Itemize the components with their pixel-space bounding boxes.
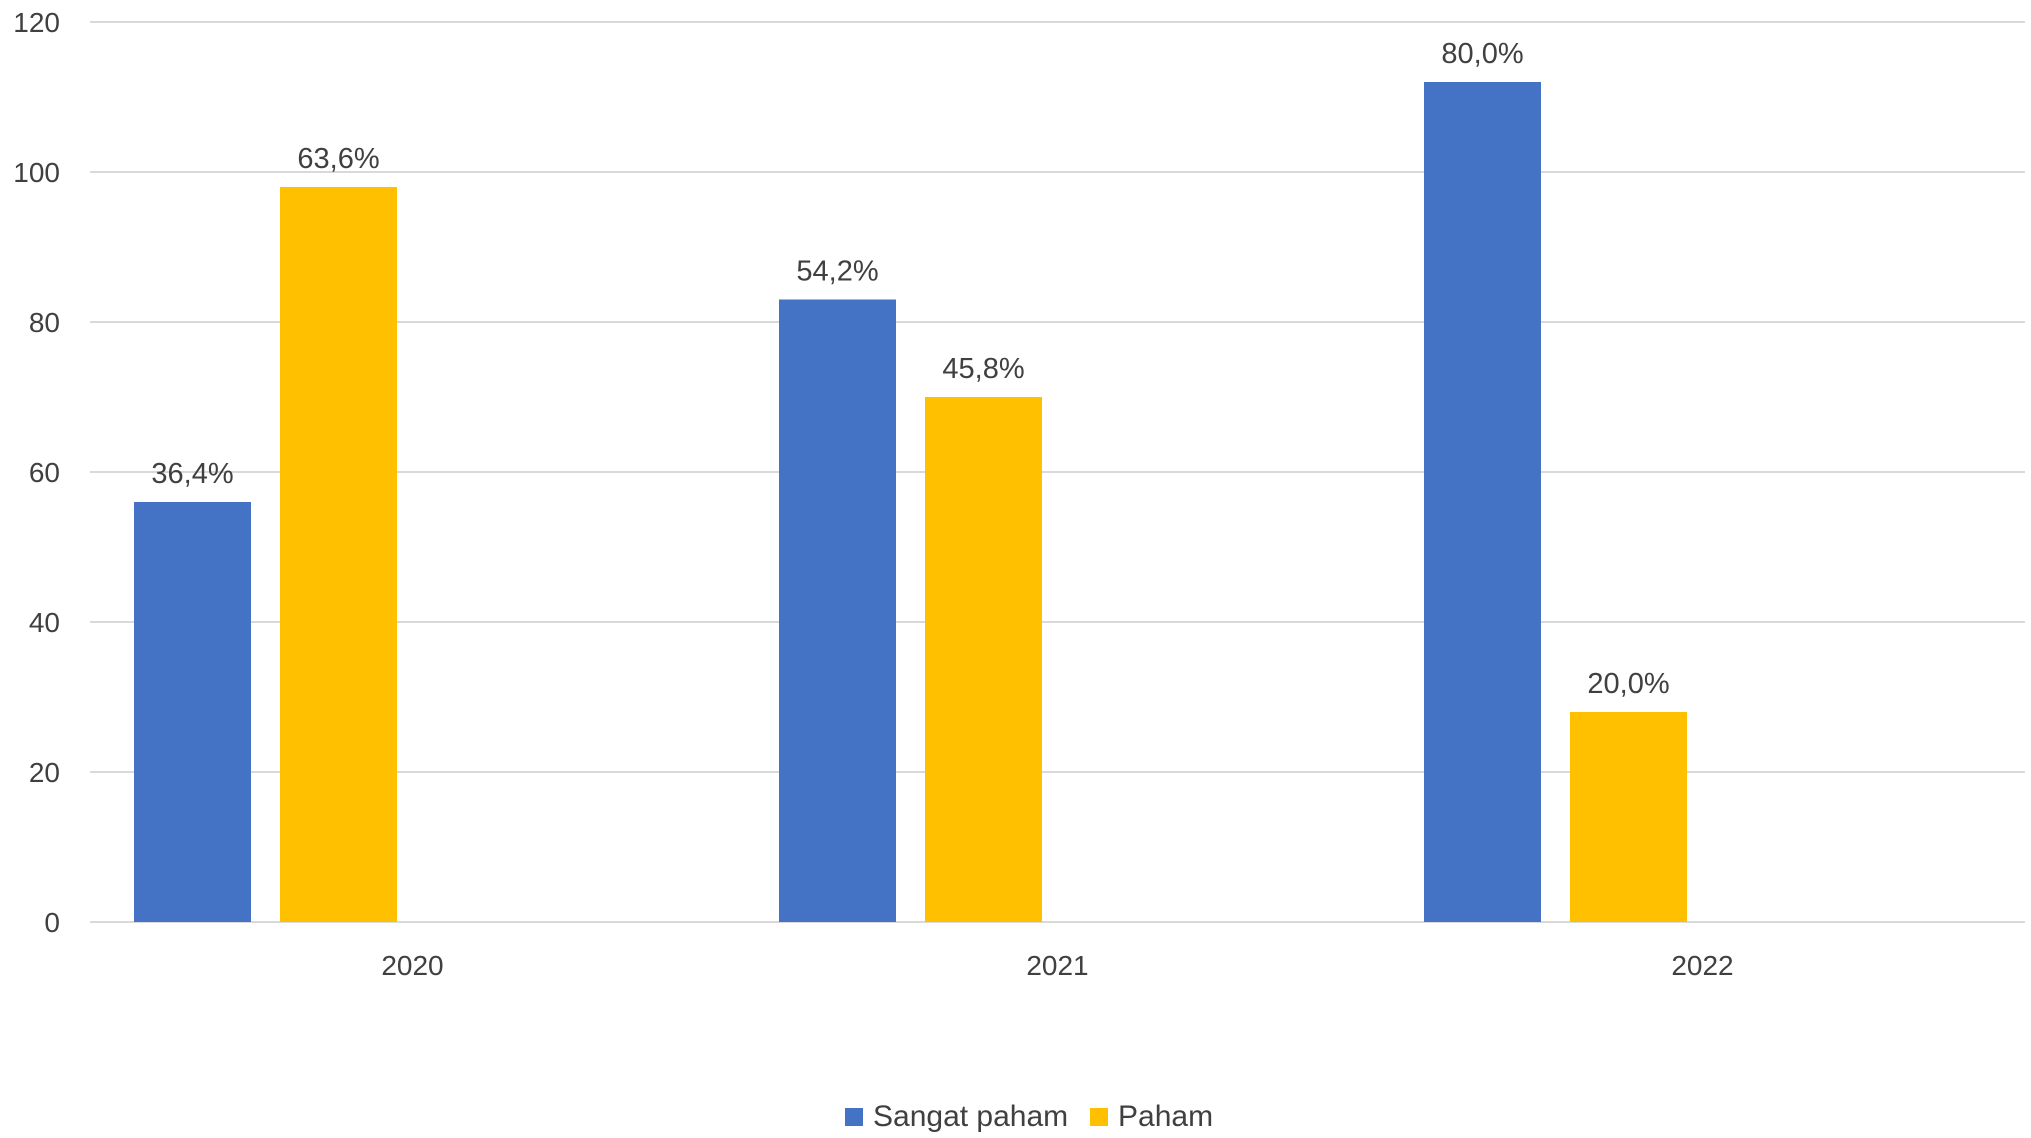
y-tick-label: 40: [29, 607, 60, 638]
y-axis-tick-labels: 0 20 40 60 80 100 120: [13, 7, 60, 938]
x-tick-label: 2020: [381, 950, 443, 981]
legend-label: Paham: [1118, 1100, 1213, 1133]
data-label: 80,0%: [1441, 38, 1523, 70]
data-label: 63,6%: [297, 143, 379, 175]
legend-swatch: [845, 1108, 863, 1126]
bar-paham-2020: [280, 187, 397, 922]
y-tick-label: 120: [13, 7, 60, 38]
x-tick-label: 2021: [1026, 950, 1088, 981]
data-label: 20,0%: [1587, 668, 1669, 700]
x-axis-tick-labels: 2020 2021 2022: [381, 950, 1733, 981]
data-label: 45,8%: [942, 353, 1024, 385]
x-tick-label: 2022: [1671, 950, 1733, 981]
legend-label: Sangat paham: [873, 1100, 1068, 1133]
bar-paham-2022: [1570, 712, 1687, 922]
y-tick-label: 0: [44, 907, 60, 938]
bar-paham-2021: [925, 397, 1042, 922]
y-tick-label: 80: [29, 307, 60, 338]
legend-swatch: [1090, 1108, 1108, 1126]
bar-sangat-paham-2020: [134, 502, 251, 922]
data-label: 54,2%: [796, 256, 878, 288]
y-tick-label: 100: [13, 157, 60, 188]
legend: Sangat paham Paham: [845, 1100, 1213, 1133]
bar-sangat-paham-2022: [1424, 82, 1541, 922]
data-label: 36,4%: [151, 458, 233, 490]
y-tick-label: 20: [29, 757, 60, 788]
y-tick-label: 60: [29, 457, 60, 488]
bar-sangat-paham-2021: [779, 300, 896, 923]
bars: [134, 82, 1687, 922]
